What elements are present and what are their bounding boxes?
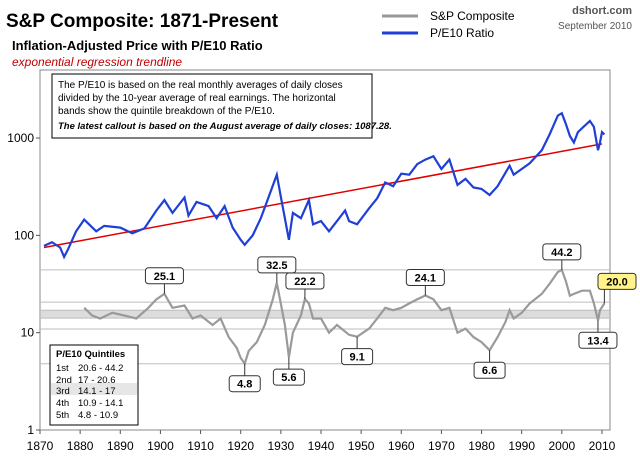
callouts: 25.1 4.8 32.5 5.6 22.2 9.1 24.1 6.6 44.2 13.4 20.0 xyxy=(144,243,637,393)
x-tick-label: 1910 xyxy=(187,439,214,453)
x-tick-label: 1930 xyxy=(267,439,294,453)
x-tick-label: 1920 xyxy=(227,439,254,453)
callout-label: 32.5 xyxy=(266,260,287,272)
x-tick-label: 2010 xyxy=(589,439,616,453)
legend-label-sp: S&P Composite xyxy=(430,9,515,23)
y-tick-label: 100 xyxy=(14,228,34,242)
note-line-3: bands show the quintile breakdown of the… xyxy=(58,106,275,117)
callout-box xyxy=(405,268,445,286)
legend: S&P Composite P/E10 Ratio xyxy=(382,9,515,40)
quintile-label-1: 1st xyxy=(56,363,69,374)
callout-box xyxy=(542,243,582,261)
callout-20.0: 20.0 xyxy=(597,272,637,304)
chart-subtitle: Inflation-Adjusted Price with P/E10 Rati… xyxy=(12,38,263,53)
quintile-label-3: 3rd xyxy=(56,386,70,397)
callout-box xyxy=(578,331,618,349)
quintile-title: P/E10 Quintiles xyxy=(56,349,125,360)
trend-label: exponential regression trendline xyxy=(12,55,182,69)
callout-box xyxy=(144,267,184,285)
sp-composite-series xyxy=(43,111,606,260)
quintile-label-2: 2nd xyxy=(56,375,72,386)
quintile-3rd-highlight xyxy=(51,383,137,395)
note-bold-line: The latest callout is based on the Augus… xyxy=(58,121,392,132)
callout-box xyxy=(341,348,374,366)
callout-label: 5.6 xyxy=(281,372,296,384)
callout-label: 20.0 xyxy=(606,276,627,288)
callout-label: 44.2 xyxy=(551,247,572,259)
quintile-band-shaded xyxy=(41,310,609,319)
callout-box xyxy=(228,375,261,393)
x-axis-ticks: 1870 1880 1890 1900 1910 1920 1930 1940 1950 1960… xyxy=(27,439,616,453)
note-line-2: divided by the 10-year average of real e… xyxy=(58,93,336,104)
callout-9.1: 9.1 xyxy=(341,336,374,366)
note-box: The P/E10 is based on the real monthly a… xyxy=(51,73,392,139)
x-tick-label: 1990 xyxy=(508,439,535,453)
x-tick-label: 1900 xyxy=(147,439,174,453)
callout-24.1: 24.1 xyxy=(405,268,445,296)
callout-box xyxy=(272,368,305,386)
callout-box xyxy=(597,272,637,290)
callout-4.8: 4.8 xyxy=(228,363,261,393)
y-axis-ticks: 1 10 100 1000 xyxy=(7,131,34,437)
callout-25.1: 25.1 xyxy=(144,267,184,294)
callout-5.6: 5.6 xyxy=(272,357,305,386)
x-tick-label: 1960 xyxy=(388,439,415,453)
quintile-range-1: 20.6 - 44.2 xyxy=(78,363,123,374)
legend-label-pe10: P/E10 Ratio xyxy=(430,26,494,40)
quintile-range-5: 4.8 - 10.9 xyxy=(78,410,118,421)
callout-label: 4.8 xyxy=(237,379,252,391)
x-tick-label: 1890 xyxy=(107,439,134,453)
callout-box xyxy=(285,272,325,290)
callout-22.2: 22.2 xyxy=(285,272,325,299)
callout-box xyxy=(473,361,506,379)
quintile-box: P/E10 Quintiles 1st 20.6 - 44.2 2nd 17 -… xyxy=(49,344,139,426)
quintile-range-4: 10.9 - 14.1 xyxy=(78,398,123,409)
quintile-range-3: 14.1 - 17 xyxy=(78,386,116,397)
chart-title: S&P Composite: 1871-Present xyxy=(6,11,279,32)
source-label: dshort.com xyxy=(572,5,632,17)
x-tick-label: 1880 xyxy=(67,439,94,453)
pe10-series xyxy=(83,268,606,367)
callout-6.6: 6.6 xyxy=(473,350,506,379)
callout-13.4: 13.4 xyxy=(578,320,618,349)
gridlines xyxy=(36,137,603,434)
callout-box xyxy=(257,256,297,274)
note-line-1: The P/E10 is based on the real monthly a… xyxy=(58,80,343,91)
callout-label: 22.2 xyxy=(294,276,315,288)
callout-44.2: 44.2 xyxy=(542,243,582,270)
x-tick-label: 1950 xyxy=(348,439,375,453)
y-tick-label: 1000 xyxy=(7,131,34,145)
note-frame xyxy=(51,73,373,139)
y-tick-label: 1 xyxy=(27,423,34,437)
quintile-label-4: 4th xyxy=(56,398,69,409)
x-tick-label: 2000 xyxy=(548,439,575,453)
y-tick-label: 10 xyxy=(21,326,35,340)
callout-label: 24.1 xyxy=(415,272,436,284)
x-tick-label: 1870 xyxy=(27,439,54,453)
callout-label: 9.1 xyxy=(349,352,364,364)
x-tick-label: 1980 xyxy=(468,439,495,453)
quintile-label-5: 5th xyxy=(56,410,69,421)
date-label: September 2010 xyxy=(558,21,632,32)
quintile-range-2: 17 - 20.6 xyxy=(78,375,116,386)
x-tick-label: 1970 xyxy=(428,439,455,453)
x-tick-label: 1940 xyxy=(308,439,335,453)
callout-32.5: 32.5 xyxy=(257,256,297,283)
callout-label: 6.6 xyxy=(482,365,497,377)
callout-label: 25.1 xyxy=(154,271,175,283)
callout-label: 13.4 xyxy=(587,335,609,347)
